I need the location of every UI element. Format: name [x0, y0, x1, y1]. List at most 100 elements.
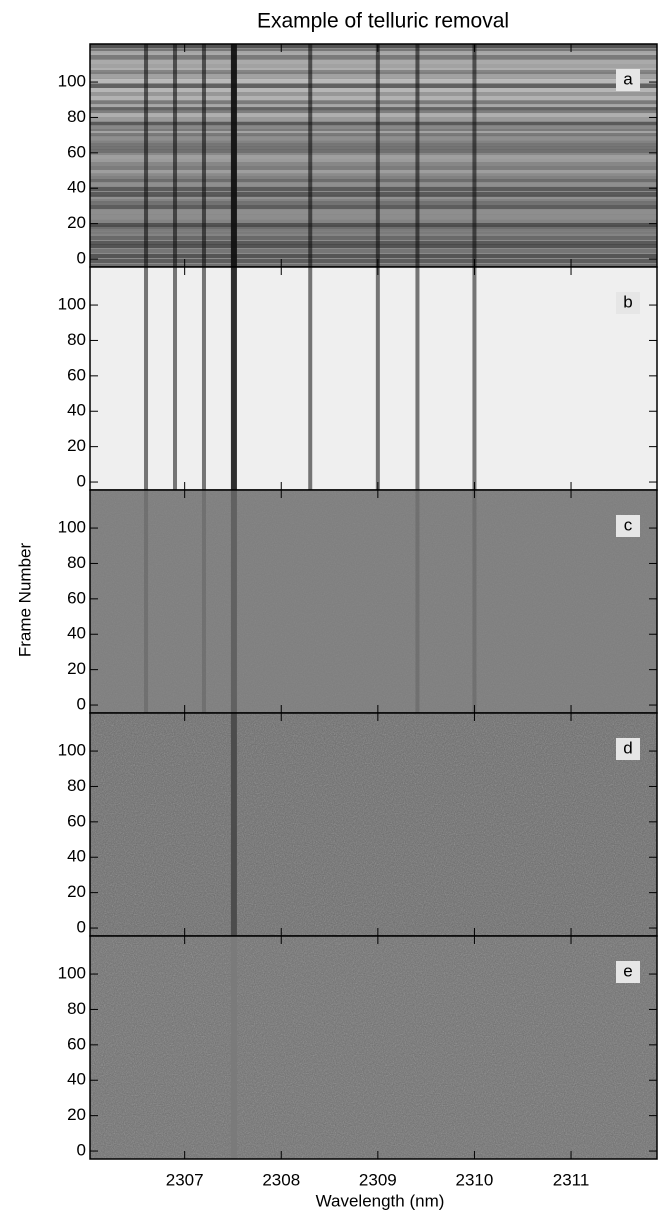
- band: [90, 220, 657, 224]
- band: [90, 64, 657, 68]
- y-tick-label: 0: [77, 695, 86, 714]
- y-tick-label: 100: [58, 741, 86, 760]
- band: [90, 229, 657, 233]
- band: [90, 264, 657, 267]
- band: [90, 104, 657, 108]
- y-tick-label: 20: [67, 1105, 86, 1124]
- absorption-line: [173, 44, 178, 267]
- panel: [90, 44, 657, 267]
- band: [90, 158, 657, 162]
- band: [90, 44, 657, 48]
- x-tick-label: 2309: [359, 1170, 397, 1189]
- y-tick-label: 40: [67, 401, 86, 420]
- y-tick-label: 40: [67, 178, 86, 197]
- y-tick-label: 80: [67, 553, 86, 572]
- y-tick-label: 80: [67, 776, 86, 795]
- y-tick-label: 60: [67, 365, 86, 384]
- band: [90, 76, 657, 80]
- band: [90, 249, 657, 253]
- band: [90, 170, 657, 174]
- absorption-line: [201, 490, 206, 713]
- y-tick-label: 20: [67, 659, 86, 678]
- band: [90, 60, 657, 64]
- absorption-line: [230, 44, 237, 267]
- absorption-line: [201, 267, 206, 490]
- y-tick-label: 100: [58, 295, 86, 314]
- panel-label-box: [616, 292, 640, 314]
- band: [90, 107, 657, 111]
- panel: [90, 713, 657, 936]
- panel-label-box: [616, 738, 640, 760]
- y-tick-label: 40: [67, 1070, 86, 1089]
- band: [90, 51, 657, 55]
- chart-title: Example of telluric removal: [257, 10, 509, 33]
- band: [90, 143, 657, 147]
- y-tick-label: 60: [67, 142, 86, 161]
- noise: [90, 936, 657, 1159]
- band: [90, 162, 657, 166]
- y-tick-label: 0: [77, 1141, 86, 1160]
- y-tick-label: 60: [67, 811, 86, 830]
- band: [90, 117, 657, 121]
- band: [90, 92, 657, 96]
- y-tick-label: 80: [67, 330, 86, 349]
- panel: [90, 936, 657, 1159]
- panel-label: d: [623, 738, 632, 757]
- x-tick-label: 2308: [262, 1170, 300, 1189]
- absorption-line: [144, 267, 149, 490]
- absorption-line: [201, 44, 206, 267]
- absorption-line: [375, 267, 380, 490]
- band: [90, 133, 657, 137]
- x-tick-label: 2311: [553, 1170, 590, 1189]
- panel-label: b: [623, 292, 632, 311]
- band: [90, 173, 657, 177]
- panel-label-box: [616, 69, 640, 91]
- band: [90, 254, 657, 258]
- y-tick-label: 60: [67, 1034, 86, 1053]
- band: [90, 166, 657, 170]
- absorption-line: [230, 713, 237, 936]
- y-tick-label: 100: [58, 964, 86, 983]
- y-tick-label: 100: [58, 72, 86, 91]
- absorption-line: [472, 44, 477, 267]
- band: [90, 201, 657, 205]
- x-tick-label: 2307: [166, 1170, 204, 1189]
- panel-label-box: [616, 515, 640, 537]
- band: [90, 259, 657, 263]
- absorption-line: [415, 267, 420, 490]
- band: [90, 155, 657, 159]
- band: [90, 236, 657, 240]
- absorption-line: [173, 267, 178, 490]
- band: [90, 241, 657, 245]
- y-tick-label: 20: [67, 213, 86, 232]
- y-tick-label: 80: [67, 107, 86, 126]
- absorption-line: [375, 44, 380, 267]
- panel: [90, 267, 657, 490]
- band: [90, 70, 657, 74]
- band: [90, 205, 657, 209]
- x-axis-label: Wavelength (nm): [316, 1191, 445, 1210]
- band: [90, 179, 657, 183]
- y-tick-label: 40: [67, 624, 86, 643]
- panel-label: c: [624, 515, 633, 534]
- absorption-line: [472, 267, 477, 490]
- panel-label-box: [616, 961, 640, 983]
- absorption-line: [230, 490, 237, 713]
- y-tick-label: 0: [77, 918, 86, 937]
- y-tick-label: 0: [77, 249, 86, 268]
- noise: [90, 713, 657, 936]
- x-tick-label: 2310: [456, 1170, 494, 1189]
- band: [90, 146, 657, 150]
- panel-label: e: [623, 961, 632, 980]
- absorption-line: [415, 490, 420, 713]
- y-tick-label: 100: [58, 518, 86, 537]
- panel-label: a: [623, 69, 633, 88]
- y-axis-label: Frame Number: [15, 543, 34, 658]
- panel: [90, 490, 657, 713]
- absorption-line: [230, 936, 237, 1159]
- band: [90, 84, 657, 88]
- band: [90, 192, 657, 196]
- band: [90, 149, 657, 153]
